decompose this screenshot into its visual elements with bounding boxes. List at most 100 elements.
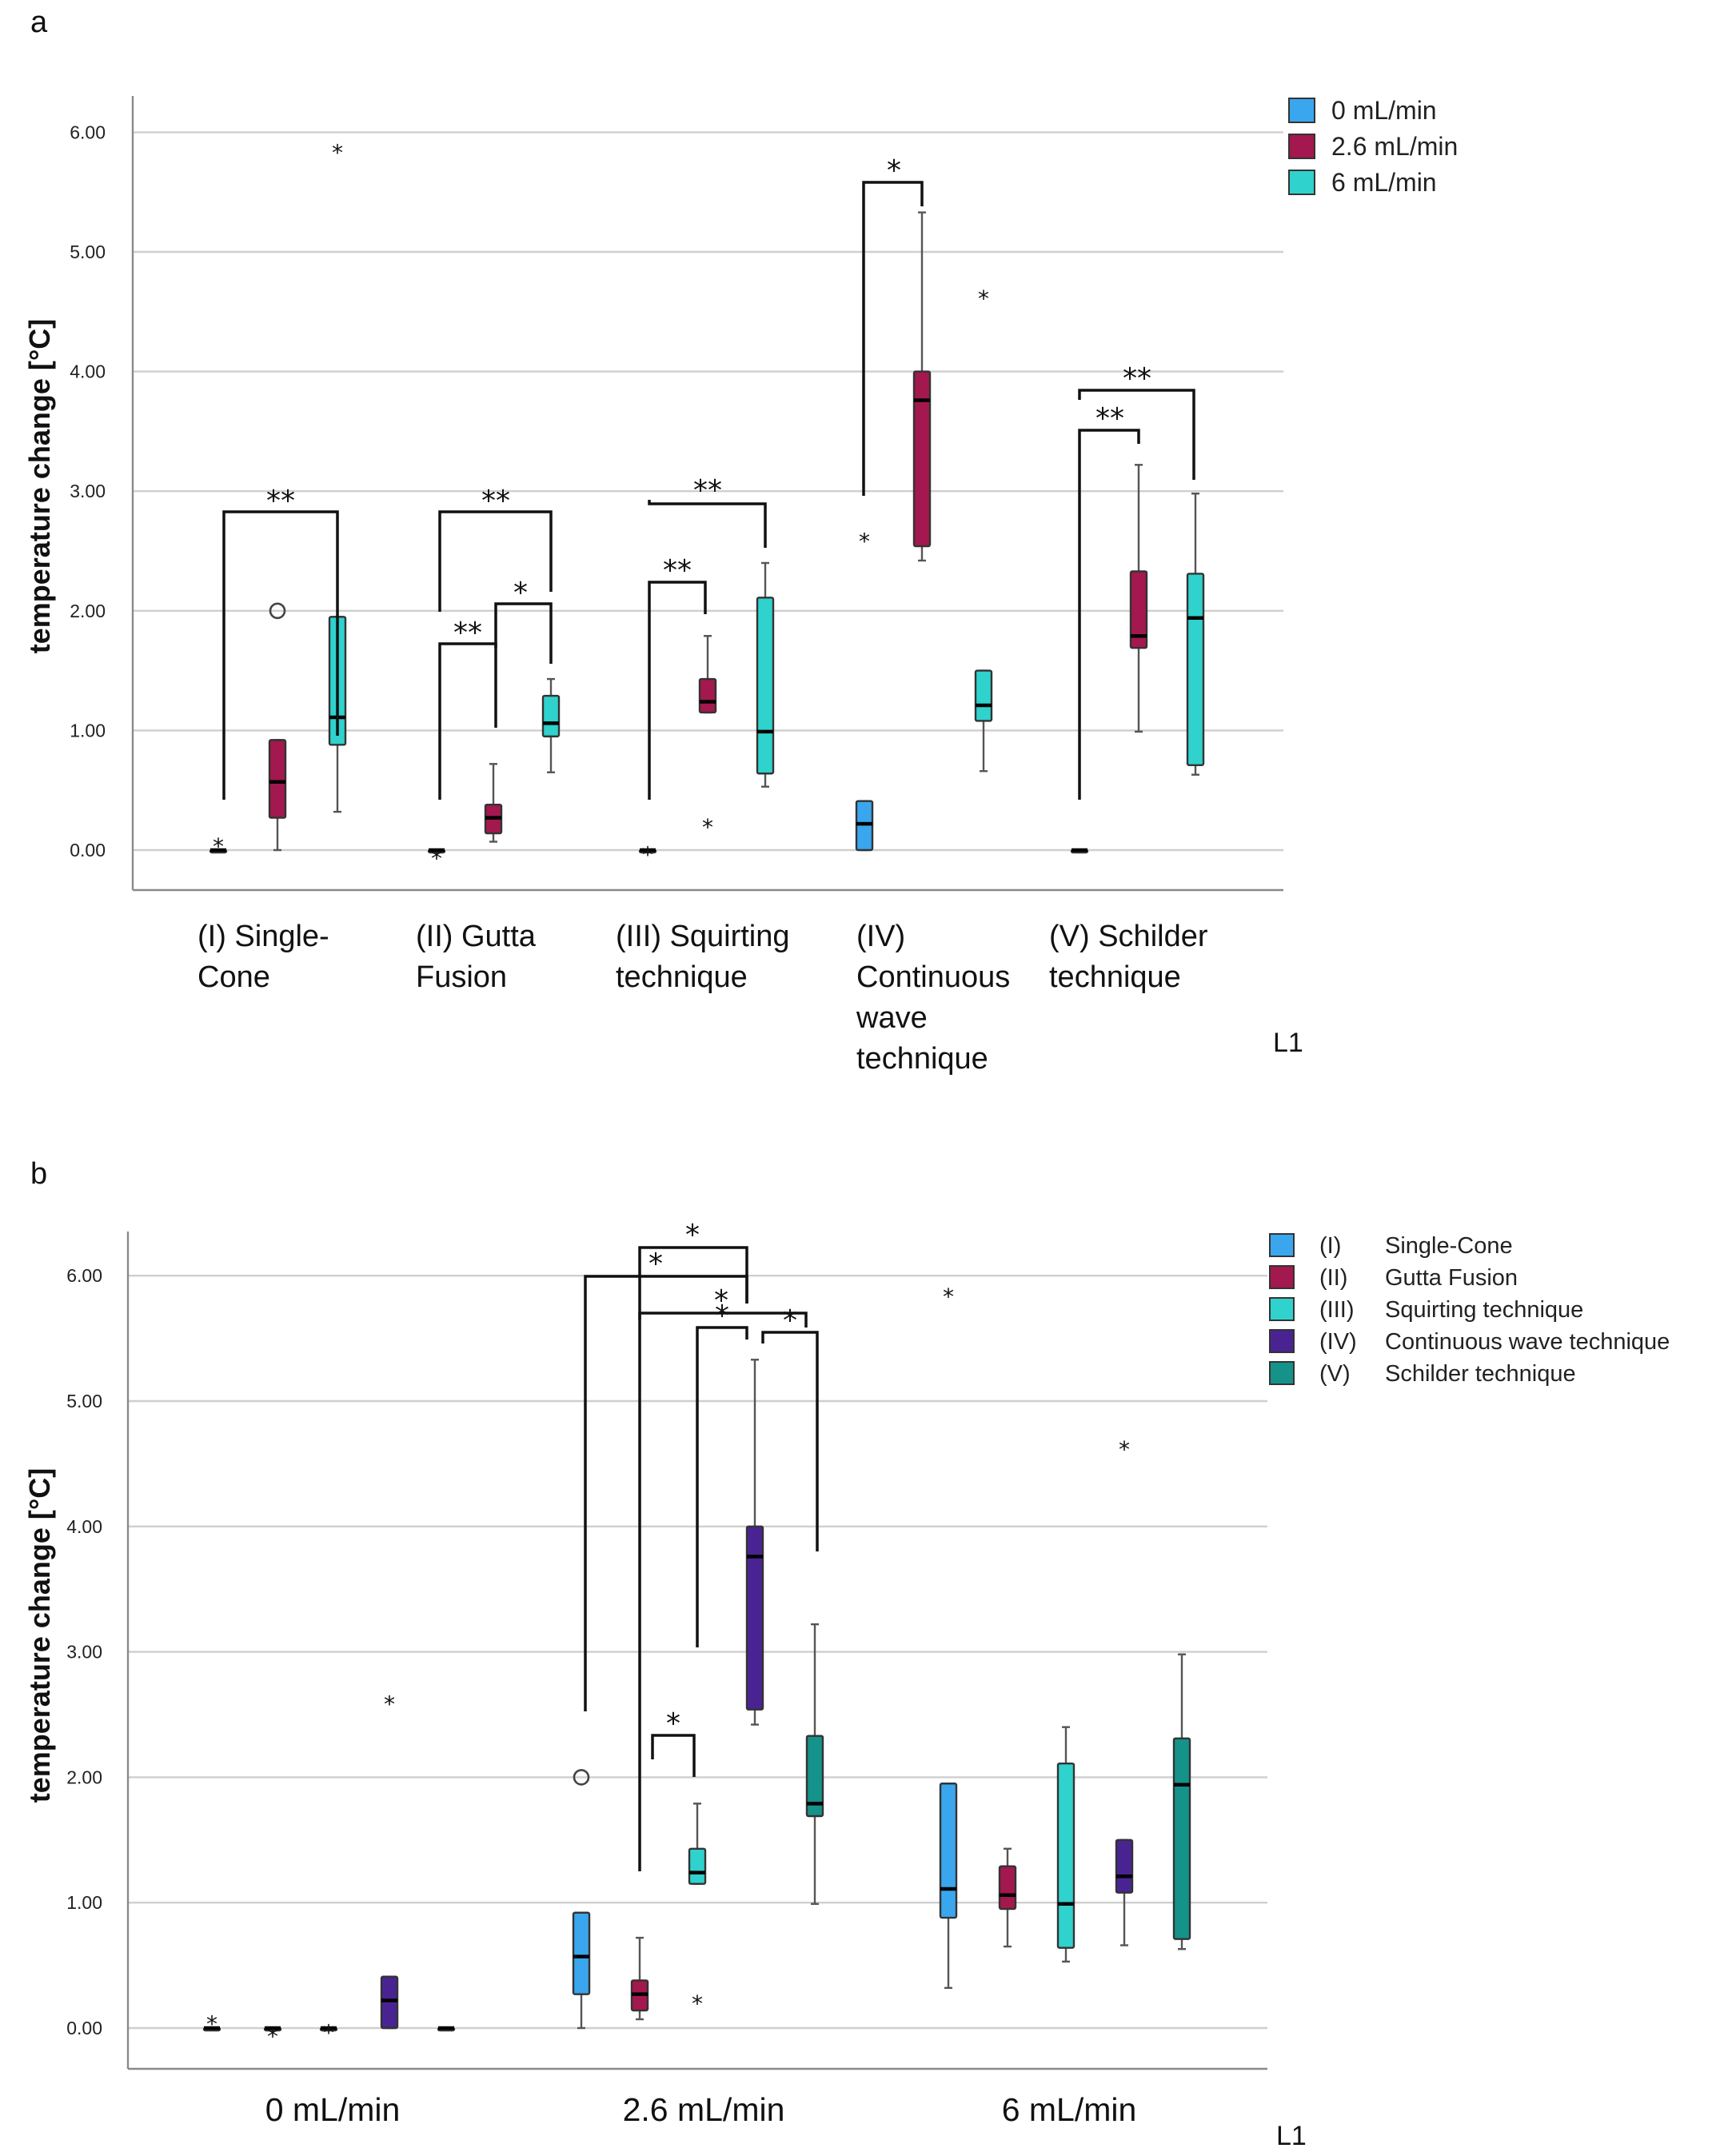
outlier-circle xyxy=(573,1769,590,1786)
significance-bracket xyxy=(648,581,707,800)
y-tick-label: 6.00 xyxy=(70,122,106,142)
significance-bracket xyxy=(222,510,339,800)
corner-label: L1 xyxy=(1273,1028,1303,1058)
y-tick-label: 5.00 xyxy=(66,1391,102,1411)
x-category-label: wave xyxy=(856,1001,928,1035)
x-category-label: Continuous xyxy=(856,960,1010,994)
significance-bracket xyxy=(651,1734,696,1777)
significance-label: ** xyxy=(1095,402,1124,435)
box xyxy=(974,669,993,722)
box-plot xyxy=(756,561,775,788)
legend-swatch xyxy=(1269,1329,1295,1353)
y-axis-label: temperature change [°C] xyxy=(23,319,56,653)
significance-bracket xyxy=(638,1246,748,1320)
y-tick-label: 1.00 xyxy=(70,720,106,741)
outlier-star: * xyxy=(213,833,224,860)
y-tick-label: 2.00 xyxy=(66,1767,102,1787)
legend-swatch xyxy=(1288,134,1315,159)
significance-bracket xyxy=(638,1312,808,1871)
significance-label: ** xyxy=(693,474,722,507)
outlier-star: * xyxy=(692,1990,703,2017)
legend-label: Squirting technique xyxy=(1385,1297,1583,1323)
legend-item: (I) Single-Cone xyxy=(1269,1233,1513,1259)
y-axis-label: temperature change [°C] xyxy=(23,1468,56,1803)
x-category-label: Fusion xyxy=(416,960,507,994)
outlier-circle xyxy=(269,602,286,620)
legend-item: (IV) Continuous wave technique xyxy=(1269,1329,1670,1355)
box-plot: * xyxy=(1115,1436,1134,1946)
y-tick-label: 2.00 xyxy=(70,601,106,621)
significance-label: ** xyxy=(1123,362,1151,395)
box-plot xyxy=(998,1847,1017,1948)
legend-swatch xyxy=(1288,98,1315,123)
legend-item: (V) Schilder technique xyxy=(1269,1361,1576,1387)
box-plot: * xyxy=(319,2019,338,2046)
outlier-star: * xyxy=(642,842,653,868)
significance-bracket xyxy=(494,602,553,664)
legend-label: 2.6 mL/min xyxy=(1331,132,1458,161)
significance-bracket xyxy=(438,642,497,800)
legend-item: 2.6 mL/min xyxy=(1288,132,1458,161)
box-plot: * xyxy=(202,2010,221,2037)
significance-bracket xyxy=(761,1331,819,1551)
significance-bracket xyxy=(438,510,553,612)
box xyxy=(1186,573,1205,766)
box xyxy=(1115,1839,1134,1894)
legend-label: Gutta Fusion xyxy=(1385,1265,1518,1291)
x-category-label: (IV) xyxy=(856,920,905,953)
x-category-label: technique xyxy=(616,960,748,994)
outlier-star: * xyxy=(323,2019,334,2046)
x-category-label: (III) Squirting xyxy=(616,920,790,953)
significance-bracket xyxy=(862,181,924,496)
box-plot xyxy=(1070,848,1089,854)
significance-label: * xyxy=(648,1248,663,1280)
outlier-star: * xyxy=(332,139,343,166)
y-tick-label: 0.00 xyxy=(66,2018,102,2038)
corner-label: L1 xyxy=(1276,2121,1307,2151)
x-category-label: (II) Gutta xyxy=(416,920,537,953)
legend-item: (II) Gutta Fusion xyxy=(1269,1265,1518,1291)
box-plot: * xyxy=(638,842,657,868)
box xyxy=(268,739,287,819)
panel-a: a 0.00 1.00 2.00 3.00 4.00 5.00 6.00 temperature… xyxy=(23,6,1458,1076)
x-category-label: technique xyxy=(1049,960,1181,994)
box xyxy=(380,1975,399,2030)
x-category-label: 2.6 mL/min xyxy=(623,2091,785,2128)
outlier-star: * xyxy=(702,814,713,840)
significance-label: * xyxy=(887,154,901,187)
outlier-star: * xyxy=(206,2010,217,2037)
box-plot: * xyxy=(939,1284,958,1990)
legend: 0 mL/min 2.6 mL/min 6 mL/min xyxy=(1288,96,1458,197)
legend-item: 6 mL/min xyxy=(1288,168,1437,197)
significance-label: ** xyxy=(266,485,295,517)
significance-bracket xyxy=(696,1326,748,1647)
y-tick-label: 4.00 xyxy=(66,1516,102,1537)
box-plot: * xyxy=(263,2023,282,2050)
significance-label: ** xyxy=(481,485,510,517)
legend-code: (V) xyxy=(1319,1361,1351,1387)
box-plot: * xyxy=(688,1803,707,2017)
legend-label: Continuous wave technique xyxy=(1385,1329,1670,1355)
panel-b: b 0.00 1.00 2.00 3.00 4.00 5.00 6.00 temperature… xyxy=(23,1157,1670,2151)
significance-label: * xyxy=(715,1300,729,1332)
x-category-label: Cone xyxy=(198,960,270,994)
significance-label: * xyxy=(513,577,528,609)
panel-label: a xyxy=(30,6,48,39)
y-tick-label: 3.00 xyxy=(66,1642,102,1663)
panel-label: b xyxy=(30,1157,47,1191)
outlier-star: * xyxy=(859,529,870,555)
box-plot: * xyxy=(380,1691,399,2030)
box xyxy=(745,1525,764,1711)
y-tick-label: 0.00 xyxy=(70,840,106,860)
x-category-label: (I) Single- xyxy=(198,920,329,953)
box-plot xyxy=(437,2026,456,2032)
box-plot: * xyxy=(974,285,993,773)
x-category-label: 6 mL/min xyxy=(1002,2091,1137,2128)
legend-swatch xyxy=(1269,1265,1295,1289)
legend-item: (III) Squirting technique xyxy=(1269,1297,1583,1323)
x-category-label: (V) Schilder xyxy=(1049,920,1208,953)
box-plot xyxy=(1172,1653,1191,1950)
outlier-star: * xyxy=(1119,1436,1130,1463)
y-tick-label: 1.00 xyxy=(66,1892,102,1913)
